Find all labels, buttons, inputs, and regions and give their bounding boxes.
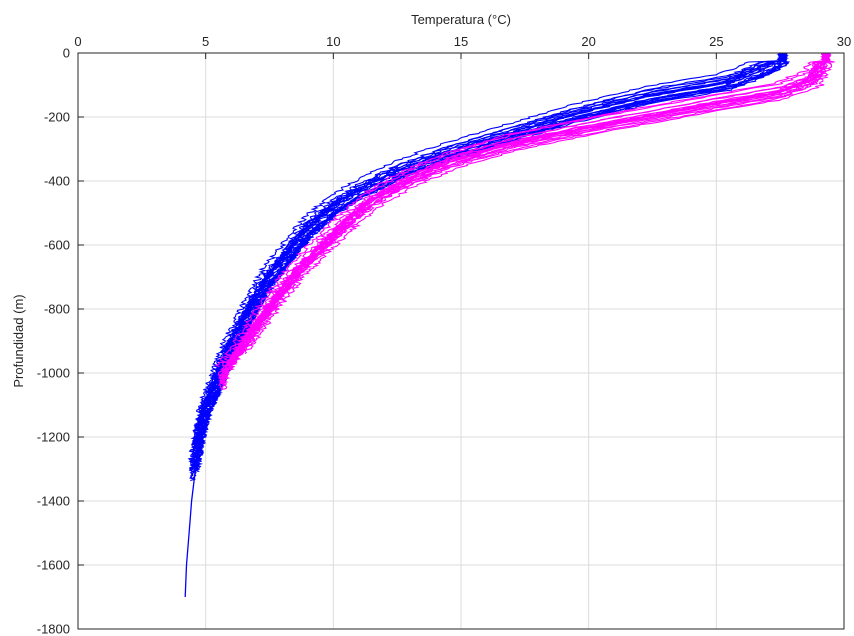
- x-tick-label: 30: [837, 34, 851, 49]
- y-tick-label: -200: [44, 110, 70, 125]
- profile-line: [214, 52, 832, 368]
- profile-line: [220, 52, 831, 378]
- x-tick-label: 15: [454, 34, 468, 49]
- series-group: [184, 52, 835, 598]
- ticks: 0 5 10 15 20 25 30 0 -200 -400 -600 -800 -1000 -1200 -…: [37, 34, 851, 636]
- y-tick-label: -1800: [37, 622, 70, 636]
- x-tick-label: 20: [581, 34, 595, 49]
- x-tick-label: 0: [74, 34, 81, 49]
- y-tick-label: -400: [44, 174, 70, 189]
- y-tick-label: -600: [44, 238, 70, 253]
- y-tick-label: -1200: [37, 430, 70, 445]
- series-2: [214, 52, 835, 391]
- profile-line: [222, 52, 832, 383]
- deep-profile-line: [184, 388, 212, 598]
- profile-line: [188, 52, 784, 479]
- x-axis-label: Temperatura (°C): [411, 12, 511, 27]
- profile-line: [244, 52, 835, 355]
- y-tick-label: -1400: [37, 494, 70, 509]
- profile-line: [195, 52, 788, 462]
- y-tick-label: -800: [44, 302, 70, 317]
- x-tick-label: 10: [326, 34, 340, 49]
- y-tick-label: 0: [63, 46, 70, 61]
- y-tick-label: -1600: [37, 558, 70, 573]
- y-axis-label: Profundidad (m): [11, 294, 26, 387]
- x-tick-label: 25: [709, 34, 723, 49]
- y-tick-label: -1000: [37, 366, 70, 381]
- x-tick-label: 5: [202, 34, 209, 49]
